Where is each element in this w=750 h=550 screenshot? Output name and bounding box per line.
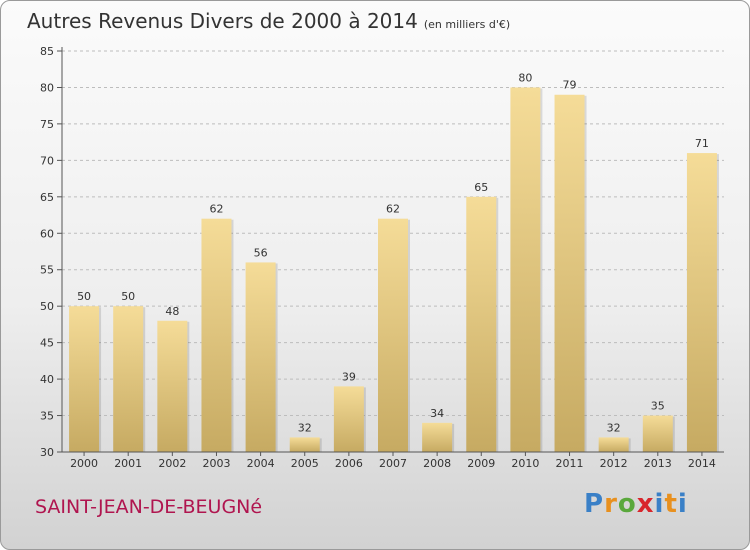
bar [510, 87, 541, 453]
bar [378, 218, 408, 452]
logo-letter: P [584, 489, 605, 519]
bar [69, 306, 100, 452]
bar [686, 153, 717, 452]
y-tick-label: 35 [40, 410, 54, 423]
bar [466, 196, 497, 452]
x-tick-label: 2007 [379, 457, 407, 470]
y-tick-label: 40 [40, 373, 54, 386]
x-tick-label: 2002 [158, 457, 186, 470]
bar [157, 320, 188, 452]
x-tick-label: 2004 [247, 457, 275, 470]
x-tick-label: 2000 [70, 457, 98, 470]
y-tick-label: 75 [40, 118, 54, 131]
y-tick-label: 50 [40, 300, 54, 313]
bar [422, 422, 453, 452]
y-tick-label: 60 [40, 227, 54, 240]
bar [598, 437, 629, 452]
bar [201, 218, 232, 452]
y-tick-label: 55 [40, 264, 54, 277]
proxiti-logo: Proxiti [584, 489, 688, 519]
chart-title-text: Autres Revenus Divers de 2000 à 2014 [27, 9, 418, 33]
logo-letter: i [654, 489, 665, 519]
logo-letter: x [636, 489, 655, 519]
bar [113, 306, 144, 452]
y-tick-label: 70 [40, 154, 54, 167]
chart-title: Autres Revenus Divers de 2000 à 2014 (en … [27, 9, 510, 33]
unit-note: (en milliers d'€) [423, 18, 511, 31]
logo-letter: i [677, 489, 688, 519]
bar-value-label: 50 [121, 290, 135, 303]
bar-value-label: 80 [518, 71, 532, 84]
x-tick-label: 2008 [423, 457, 451, 470]
x-tick-label: 2005 [291, 457, 319, 470]
bar-value-label: 48 [165, 305, 179, 318]
x-tick-label: 2001 [114, 457, 142, 470]
y-tick-label: 80 [40, 81, 54, 94]
bar-value-label: 65 [474, 181, 488, 194]
x-tick-label: 2003 [202, 457, 230, 470]
y-tick-label: 85 [40, 45, 54, 58]
bar [245, 262, 276, 452]
bar [333, 386, 364, 452]
logo-letter: r [604, 489, 618, 519]
bar [642, 415, 673, 452]
x-tick-label: 2014 [688, 457, 716, 470]
bar-value-label: 32 [607, 421, 621, 434]
x-tick-label: 2013 [644, 457, 672, 470]
bar-value-label: 35 [651, 400, 665, 413]
bar [289, 437, 320, 452]
bar-value-label: 32 [298, 421, 312, 434]
bar-value-label: 79 [563, 79, 577, 92]
y-tick-label: 65 [40, 191, 54, 204]
bar-value-label: 71 [695, 137, 709, 150]
x-tick-label: 2009 [467, 457, 495, 470]
bar-value-label: 62 [386, 203, 400, 216]
bar-value-label: 34 [430, 407, 444, 420]
logo-letter: o [617, 489, 637, 519]
y-tick-label: 30 [40, 446, 54, 459]
bar-value-label: 39 [342, 370, 356, 383]
bar-value-label: 62 [209, 203, 223, 216]
bar-value-label: 50 [77, 290, 91, 303]
y-tick-label: 45 [40, 337, 54, 350]
logo-letter: t [664, 489, 678, 519]
x-tick-label: 2012 [600, 457, 628, 470]
x-tick-label: 2011 [556, 457, 584, 470]
x-tick-label: 2010 [511, 457, 539, 470]
bar [554, 94, 585, 452]
x-tick-label: 2006 [335, 457, 363, 470]
commune-name: SAINT-JEAN-DE-BEUGNé [35, 496, 263, 518]
bar-value-label: 56 [254, 246, 268, 259]
